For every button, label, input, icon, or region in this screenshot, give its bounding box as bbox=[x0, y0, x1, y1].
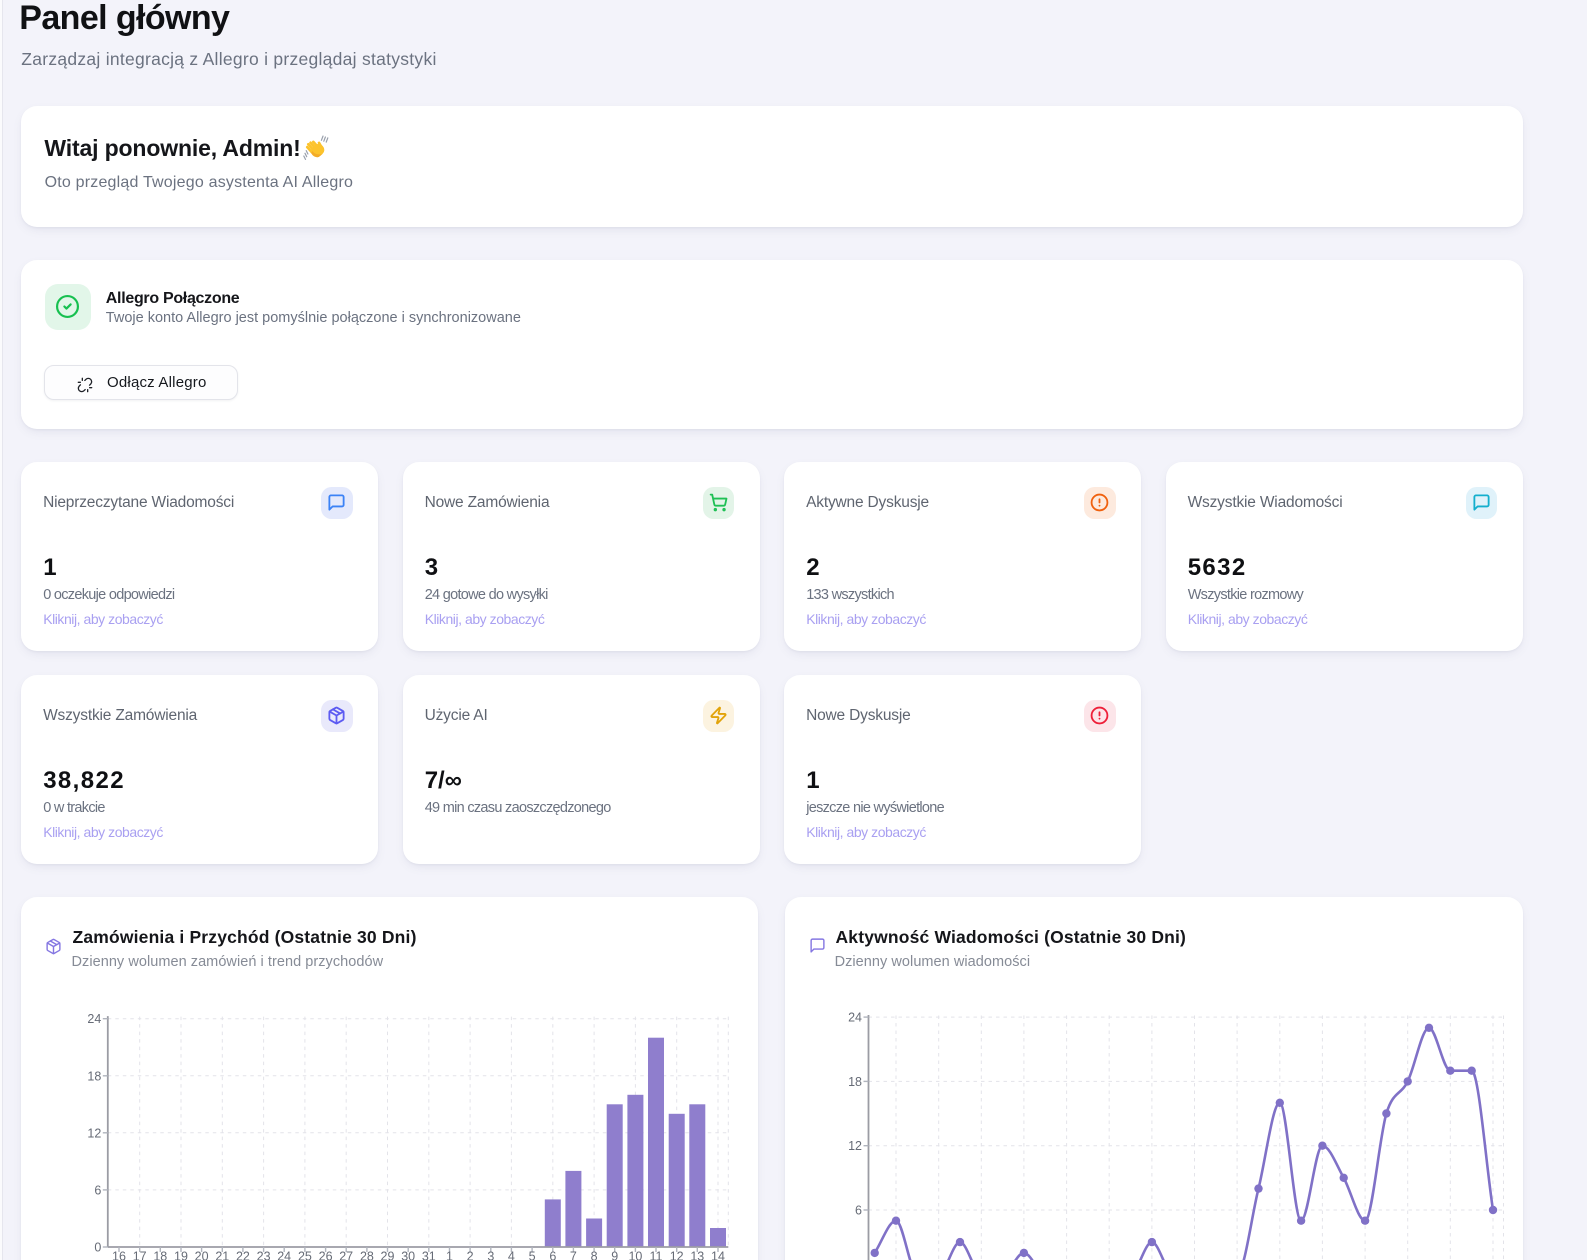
svg-text:9: 9 bbox=[611, 1249, 618, 1260]
svg-text:1: 1 bbox=[446, 1249, 453, 1260]
svg-text:22: 22 bbox=[236, 1249, 250, 1260]
svg-text:6: 6 bbox=[94, 1183, 101, 1197]
svg-text:24: 24 bbox=[277, 1249, 291, 1260]
svg-text:5: 5 bbox=[529, 1249, 536, 1260]
svg-text:30: 30 bbox=[401, 1249, 415, 1260]
svg-text:12: 12 bbox=[670, 1249, 684, 1260]
svg-text:10: 10 bbox=[628, 1249, 642, 1260]
svg-text:26: 26 bbox=[319, 1249, 333, 1260]
svg-text:17: 17 bbox=[133, 1249, 147, 1260]
svg-text:24: 24 bbox=[87, 1012, 101, 1026]
svg-text:18: 18 bbox=[87, 1069, 101, 1083]
svg-text:18: 18 bbox=[153, 1249, 167, 1260]
svg-text:6: 6 bbox=[855, 1204, 862, 1218]
svg-text:31: 31 bbox=[422, 1249, 436, 1260]
svg-text:23: 23 bbox=[257, 1249, 271, 1260]
svg-text:2: 2 bbox=[467, 1249, 474, 1260]
svg-text:7: 7 bbox=[570, 1249, 577, 1260]
svg-text:27: 27 bbox=[339, 1249, 353, 1260]
svg-text:14: 14 bbox=[711, 1249, 725, 1260]
svg-text:21: 21 bbox=[215, 1249, 229, 1260]
svg-text:24: 24 bbox=[848, 1011, 862, 1025]
svg-text:16: 16 bbox=[112, 1249, 126, 1260]
svg-text:12: 12 bbox=[848, 1139, 862, 1153]
svg-text:29: 29 bbox=[381, 1249, 395, 1260]
svg-text:28: 28 bbox=[360, 1249, 374, 1260]
svg-text:8: 8 bbox=[591, 1249, 598, 1260]
svg-text:13: 13 bbox=[690, 1249, 704, 1260]
svg-text:18: 18 bbox=[848, 1075, 862, 1089]
svg-text:4: 4 bbox=[508, 1249, 515, 1260]
svg-text:0: 0 bbox=[94, 1241, 101, 1255]
svg-text:3: 3 bbox=[487, 1249, 494, 1260]
svg-text:20: 20 bbox=[195, 1249, 209, 1260]
svg-text:6: 6 bbox=[549, 1249, 556, 1260]
svg-text:12: 12 bbox=[87, 1126, 101, 1140]
svg-text:25: 25 bbox=[298, 1249, 312, 1260]
svg-text:11: 11 bbox=[650, 1249, 663, 1260]
svg-text:19: 19 bbox=[174, 1249, 188, 1260]
